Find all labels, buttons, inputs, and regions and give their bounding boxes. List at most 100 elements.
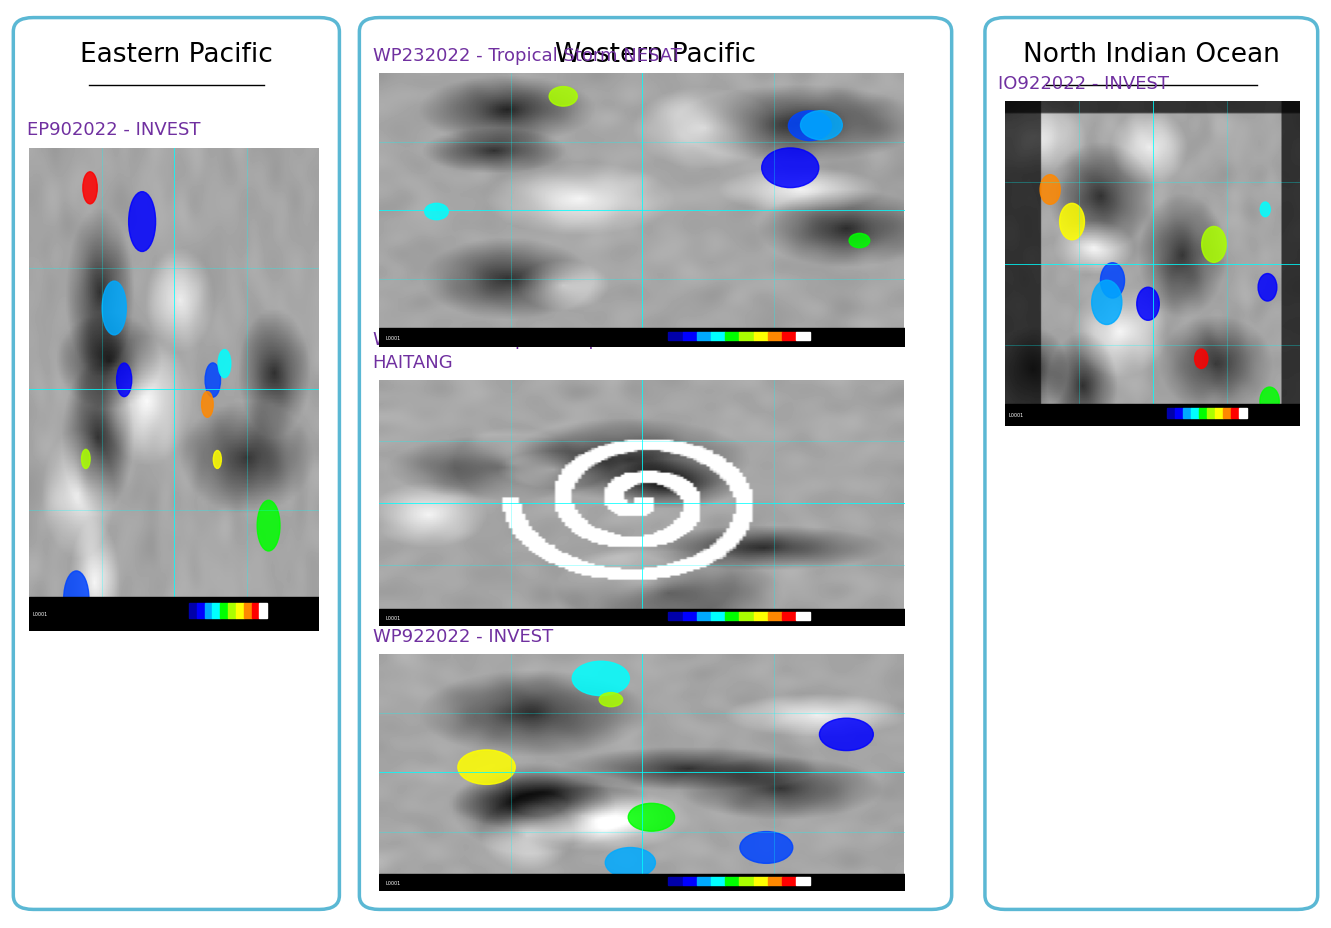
Text: WP242022 - Tropical Depression
HAITANG: WP242022 - Tropical Depression HAITANG: [373, 330, 664, 371]
Bar: [1207, 408, 1215, 419]
Text: L0001: L0001: [386, 336, 401, 341]
Bar: [29, 598, 319, 631]
Bar: [783, 877, 796, 884]
Circle shape: [425, 204, 449, 221]
Circle shape: [213, 451, 221, 469]
Bar: [220, 603, 228, 618]
Circle shape: [761, 148, 819, 188]
Text: L0001: L0001: [33, 612, 48, 616]
Circle shape: [458, 750, 515, 784]
Bar: [683, 332, 697, 341]
Text: EP902022 - INVEST: EP902022 - INVEST: [27, 122, 200, 139]
Bar: [768, 332, 783, 341]
Bar: [796, 612, 811, 620]
Bar: [1223, 408, 1231, 419]
Bar: [725, 612, 740, 620]
Bar: [1191, 408, 1199, 419]
Bar: [236, 603, 244, 618]
Circle shape: [1101, 264, 1125, 299]
Bar: [260, 603, 268, 618]
FancyBboxPatch shape: [13, 19, 339, 909]
Circle shape: [1059, 204, 1085, 240]
Bar: [1005, 405, 1300, 427]
Circle shape: [1040, 175, 1061, 205]
Bar: [213, 603, 220, 618]
Bar: [244, 603, 252, 618]
Circle shape: [102, 282, 126, 336]
Text: WP922022 - INVEST: WP922022 - INVEST: [373, 627, 552, 645]
Bar: [379, 329, 905, 348]
Circle shape: [800, 111, 843, 140]
Bar: [1199, 408, 1207, 419]
Bar: [753, 612, 768, 620]
Bar: [768, 612, 783, 620]
Circle shape: [1258, 275, 1276, 302]
Circle shape: [218, 350, 230, 379]
Bar: [668, 612, 683, 620]
Bar: [1167, 408, 1175, 419]
Bar: [711, 332, 725, 341]
Bar: [189, 603, 197, 618]
Bar: [197, 603, 205, 618]
Bar: [697, 612, 711, 620]
Bar: [711, 612, 725, 620]
Bar: [205, 603, 213, 618]
Circle shape: [628, 804, 675, 831]
Circle shape: [849, 234, 869, 249]
Bar: [783, 612, 796, 620]
Bar: [753, 877, 768, 884]
Circle shape: [820, 718, 873, 751]
Circle shape: [201, 393, 213, 418]
Circle shape: [1091, 281, 1122, 325]
Bar: [1175, 408, 1183, 419]
Bar: [1215, 408, 1223, 419]
Circle shape: [81, 450, 91, 469]
Bar: [768, 877, 783, 884]
Bar: [683, 877, 697, 884]
Bar: [228, 603, 236, 618]
Bar: [697, 332, 711, 341]
Circle shape: [599, 693, 623, 707]
Bar: [697, 877, 711, 884]
Circle shape: [257, 501, 280, 551]
Bar: [379, 609, 905, 626]
Bar: [668, 877, 683, 884]
Circle shape: [129, 192, 156, 252]
Circle shape: [1260, 203, 1270, 217]
Circle shape: [64, 572, 89, 627]
Circle shape: [205, 364, 221, 398]
Bar: [1231, 408, 1239, 419]
Bar: [740, 612, 753, 620]
Circle shape: [606, 847, 655, 878]
Text: L0001: L0001: [386, 615, 401, 620]
Text: IO922022 - INVEST: IO922022 - INVEST: [998, 75, 1169, 93]
FancyBboxPatch shape: [985, 19, 1318, 909]
Bar: [379, 874, 905, 891]
Text: Western Pacific: Western Pacific: [555, 42, 756, 68]
Text: Eastern Pacific: Eastern Pacific: [80, 42, 273, 68]
Text: WP232022 - Tropical Storm NESAT: WP232022 - Tropical Storm NESAT: [373, 47, 681, 65]
Bar: [725, 877, 740, 884]
Circle shape: [550, 87, 578, 107]
Text: L0001: L0001: [1009, 413, 1024, 418]
Bar: [668, 332, 683, 341]
Text: North Indian Ocean: North Indian Ocean: [1024, 42, 1279, 68]
Bar: [683, 612, 697, 620]
Circle shape: [572, 662, 630, 696]
Circle shape: [1260, 388, 1279, 416]
Bar: [740, 877, 753, 884]
FancyBboxPatch shape: [359, 19, 952, 909]
Bar: [783, 332, 796, 341]
Bar: [1239, 408, 1247, 419]
Circle shape: [83, 173, 97, 205]
Bar: [1183, 408, 1191, 419]
Bar: [252, 603, 260, 618]
Text: L0001: L0001: [386, 880, 401, 885]
Bar: [753, 332, 768, 341]
Bar: [711, 877, 725, 884]
Circle shape: [788, 111, 832, 141]
Circle shape: [1202, 227, 1226, 263]
Bar: [740, 332, 753, 341]
Bar: [796, 332, 811, 341]
Bar: [796, 877, 811, 884]
